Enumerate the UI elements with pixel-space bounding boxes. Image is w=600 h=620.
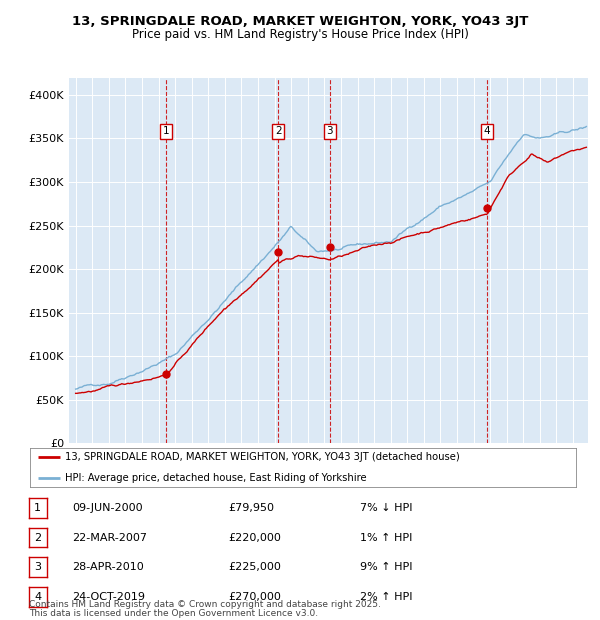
Text: 28-APR-2010: 28-APR-2010 bbox=[72, 562, 144, 572]
Text: £79,950: £79,950 bbox=[228, 503, 274, 513]
Text: 3: 3 bbox=[326, 126, 333, 136]
Text: 2: 2 bbox=[275, 126, 281, 136]
Text: £225,000: £225,000 bbox=[228, 562, 281, 572]
Text: 09-JUN-2000: 09-JUN-2000 bbox=[72, 503, 143, 513]
Text: 4: 4 bbox=[484, 126, 490, 136]
Text: 1% ↑ HPI: 1% ↑ HPI bbox=[360, 533, 412, 542]
Text: 1: 1 bbox=[163, 126, 169, 136]
Text: 2% ↑ HPI: 2% ↑ HPI bbox=[360, 592, 413, 602]
Text: £270,000: £270,000 bbox=[228, 592, 281, 602]
Text: Price paid vs. HM Land Registry's House Price Index (HPI): Price paid vs. HM Land Registry's House … bbox=[131, 28, 469, 41]
Text: This data is licensed under the Open Government Licence v3.0.: This data is licensed under the Open Gov… bbox=[29, 609, 318, 618]
Text: 1: 1 bbox=[34, 503, 41, 513]
Text: 24-OCT-2019: 24-OCT-2019 bbox=[72, 592, 145, 602]
Text: HPI: Average price, detached house, East Riding of Yorkshire: HPI: Average price, detached house, East… bbox=[65, 473, 367, 483]
Text: 2: 2 bbox=[34, 533, 41, 542]
Text: 13, SPRINGDALE ROAD, MARKET WEIGHTON, YORK, YO43 3JT (detached house): 13, SPRINGDALE ROAD, MARKET WEIGHTON, YO… bbox=[65, 452, 460, 462]
Text: 22-MAR-2007: 22-MAR-2007 bbox=[72, 533, 147, 542]
Text: 13, SPRINGDALE ROAD, MARKET WEIGHTON, YORK, YO43 3JT: 13, SPRINGDALE ROAD, MARKET WEIGHTON, YO… bbox=[72, 16, 528, 29]
Text: 7% ↓ HPI: 7% ↓ HPI bbox=[360, 503, 413, 513]
Text: £220,000: £220,000 bbox=[228, 533, 281, 542]
Text: 4: 4 bbox=[34, 592, 41, 602]
Text: Contains HM Land Registry data © Crown copyright and database right 2025.: Contains HM Land Registry data © Crown c… bbox=[29, 600, 380, 609]
Text: 9% ↑ HPI: 9% ↑ HPI bbox=[360, 562, 413, 572]
Text: 3: 3 bbox=[34, 562, 41, 572]
